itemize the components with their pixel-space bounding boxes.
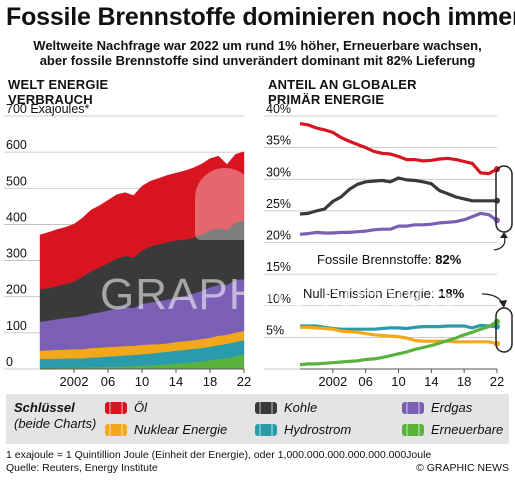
right-x-tick-label: 14 [424, 374, 438, 389]
legend-label-oel: Öl [134, 400, 147, 415]
annotation-zero-emission: Null-Emission Energie: 18% [303, 286, 465, 301]
left-panel-title-line-1: WELT ENERGIE [8, 77, 109, 92]
left-panel-title: WELT ENERGIE VERBRAUCH [8, 77, 108, 107]
right-y-tick-label: 30% [266, 165, 291, 179]
left-panel-title-line-2: VERBRAUCH [8, 92, 93, 107]
area-oel [39, 151, 245, 290]
left-y-tick-label: 100 [6, 319, 27, 333]
line-oel [299, 122, 498, 176]
line-nuklear-energie [300, 325, 498, 346]
arrow-zero-emission [481, 293, 504, 305]
right-x-tick-label: 18 [457, 374, 471, 389]
left-y-tick-label: 0 [6, 355, 13, 369]
footnote-text: 1 exajoule = 1 Quintillion Joule (Einhei… [6, 449, 432, 461]
left-chart-energy-consumption: 0 100 200 300 400 500 600 700 Exajoules* 2002 06 1… [4, 102, 251, 389]
footnote: 1 exajoule = 1 Quintillion Joule (Einhei… [6, 449, 431, 475]
renewables-barrel-icon [402, 424, 424, 436]
gas-barrel-icon [402, 402, 424, 414]
left-x-tick-label: 06 [101, 374, 115, 389]
right-chart-energy-share: 5% 10% 15% 20% 25% 30% 35% 40% 2002 06 10 14 18 22 [264, 102, 504, 389]
right-panel-title-line-1: ANTEIL AN GLOBALER [268, 77, 417, 92]
left-x-tick-label: 10 [135, 374, 149, 389]
left-x-tick-label: 2002 [60, 374, 89, 389]
right-panel-title: ANTEIL AN GLOBALER PRIMÄR ENERGIE [268, 77, 417, 107]
credit: © GRAPHIC NEWS [416, 462, 509, 474]
right-panel-title-line-2: PRIMÄR ENERGIE [268, 92, 385, 107]
right-x-tick-label: 06 [358, 374, 372, 389]
endpoint-kohle [494, 197, 500, 204]
line-kohle [299, 176, 497, 216]
right-y-tick-label: 25% [266, 197, 291, 211]
endpoint-nuklear-energie [494, 340, 500, 347]
endpoint-erneuerbare [494, 318, 500, 325]
right-y-tick-label: 35% [266, 134, 291, 148]
left-y-tick-label: 500 [6, 174, 27, 188]
left-x-tick-label: 14 [169, 374, 183, 389]
left-y-tick-label: 400 [6, 210, 27, 224]
right-x-tick-label: 10 [391, 374, 405, 389]
subtitle: Weltweite Nachfrage war 2022 um rund 1% … [0, 38, 515, 68]
legend-title-rest: (beide Charts) [14, 416, 97, 431]
annotation-fossil: Fossile Brennstoffe: 82% [317, 252, 462, 267]
coal-barrel-icon [255, 402, 277, 414]
legend-label-erneuerbare: Erneuerbare [431, 422, 504, 437]
arrow-head-zero-emission [499, 300, 507, 308]
legend-title: Schlüssel (beide Charts) [14, 400, 96, 432]
share-annotations: Fossile Brennstoffe: 82% Null-Emission E… [303, 165, 513, 353]
right-y-tick-label: 40% [266, 102, 291, 116]
right-y-tick-label: 5% [266, 323, 284, 337]
endpoint-erdgas [494, 217, 500, 224]
arrow-head-fossil [500, 232, 508, 238]
left-x-tick-label: 22 [237, 374, 251, 389]
legend-label-kohle: Kohle [284, 400, 318, 415]
legend-label-hydrostrom: Hydrostrom [284, 422, 352, 437]
left-x-tick-label: 18 [203, 374, 217, 389]
right-x-tick-label: 22 [490, 374, 504, 389]
right-y-tick-label: 20% [266, 229, 291, 243]
oil-barrel-icon [105, 402, 127, 414]
legend-label-nuklear: Nuklear Energie [134, 422, 228, 437]
legend-title-bold: Schlüssel [14, 400, 75, 415]
page-title: Fossile Brennstoffe dominieren noch imme… [6, 3, 515, 31]
left-y-tick-label: 200 [6, 283, 27, 297]
left-y-tick-label: 300 [6, 247, 27, 261]
nuclear-barrel-icon [105, 424, 127, 436]
subtitle-line-1: Weltweite Nachfrage war 2022 um rund 1% … [33, 38, 482, 53]
right-y-tick-label: 15% [266, 260, 291, 274]
left-y-tick-label: 600 [6, 138, 27, 152]
left-y-tick-label: 700 Exajoules* [6, 102, 90, 116]
line-erdgas [299, 211, 498, 236]
source-text: Quelle: Reuters, Energy Institute [6, 462, 158, 474]
line-erneuerbare [299, 320, 498, 367]
subtitle-line-2: aber fossile Brennstoffe sind unveränder… [39, 53, 476, 68]
legend-label-erdgas: Erdgas [431, 400, 473, 415]
right-x-tick-label: 2002 [318, 374, 347, 389]
legend: Schlüssel (beide Charts) Öl Kohle Erdgas… [6, 394, 509, 444]
right-y-tick-label: 10% [266, 292, 291, 306]
hydro-barrel-icon [255, 424, 277, 436]
